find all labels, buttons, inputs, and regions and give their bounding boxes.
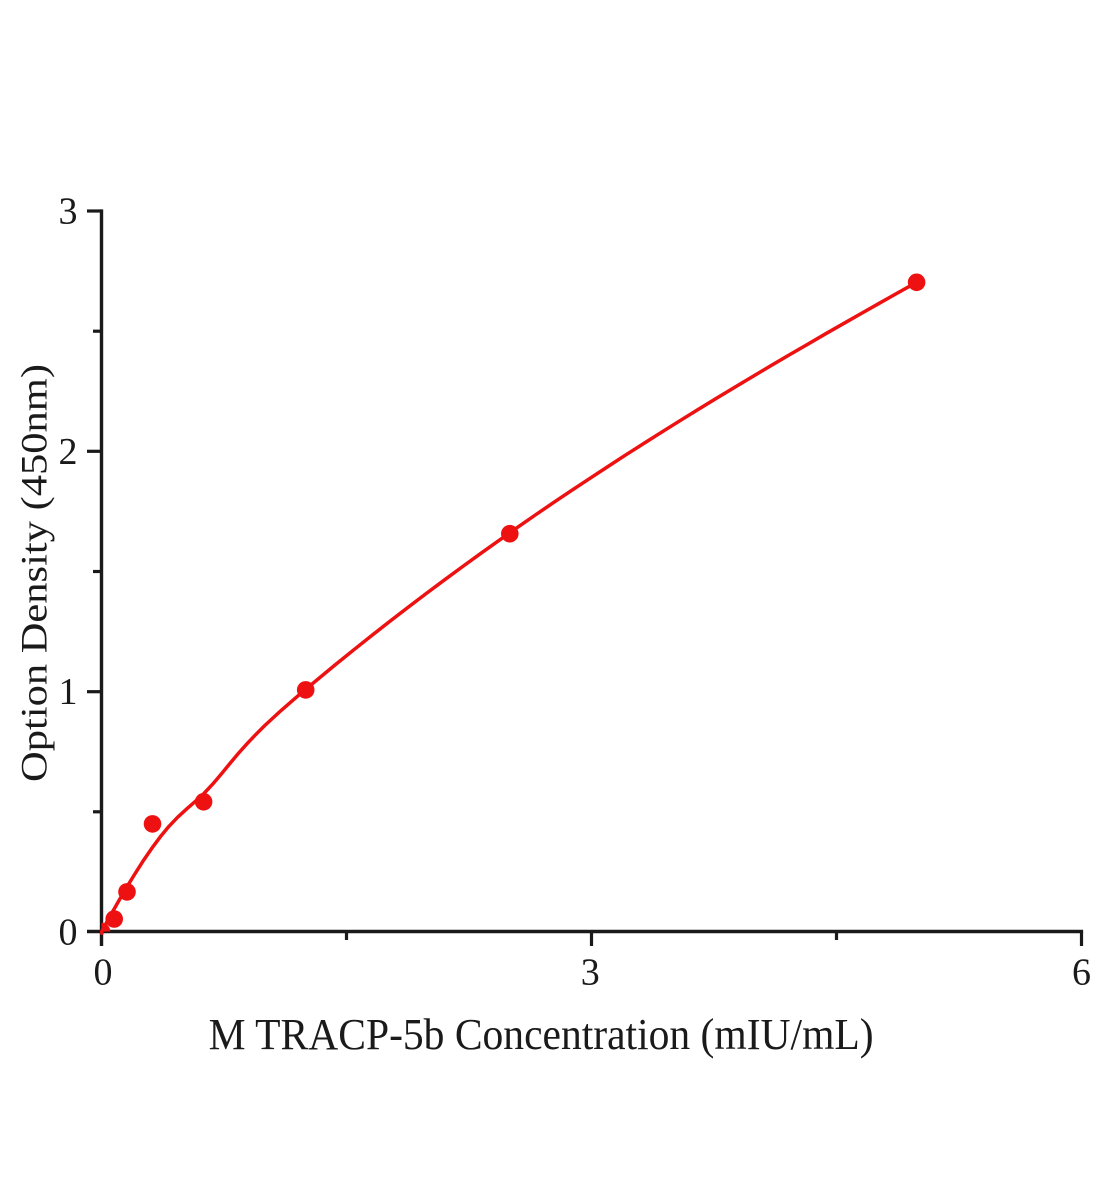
svg-text:2: 2 [59, 431, 78, 473]
svg-text:M TRACP-5b Concentration (mIU: M TRACP-5b Concentration (mIU/mL) [209, 1010, 874, 1059]
svg-text:1: 1 [59, 671, 78, 713]
svg-text:6: 6 [1072, 952, 1091, 994]
svg-text:3: 3 [59, 191, 78, 233]
svg-text:0: 0 [59, 912, 78, 954]
svg-text:Option Density (450nm): Option Density (450nm) [15, 364, 56, 782]
svg-text:0: 0 [94, 952, 113, 994]
svg-text:3: 3 [581, 952, 600, 994]
